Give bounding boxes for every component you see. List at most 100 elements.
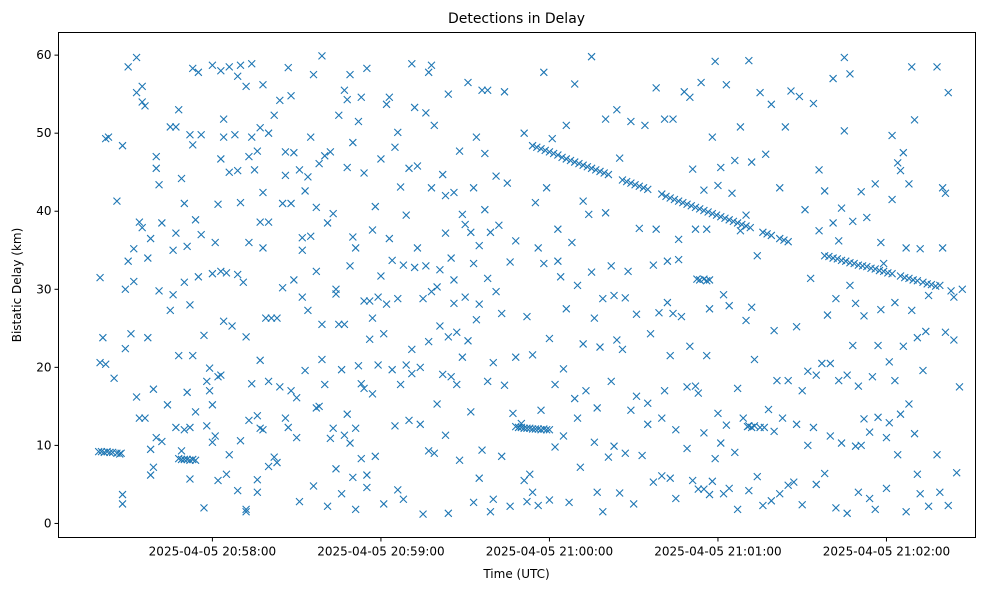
data-point xyxy=(517,419,526,428)
data-point xyxy=(683,382,691,391)
data-point xyxy=(590,438,599,447)
data-point xyxy=(413,244,422,252)
data-point xyxy=(100,448,109,457)
data-point xyxy=(149,385,158,394)
data-point xyxy=(733,505,742,514)
data-point xyxy=(450,276,458,284)
data-point xyxy=(233,270,242,279)
data-point xyxy=(478,446,486,454)
data-point xyxy=(362,64,371,73)
data-point xyxy=(775,489,784,498)
data-point xyxy=(245,416,253,425)
data-point xyxy=(441,229,450,237)
data-point xyxy=(716,212,725,221)
data-point xyxy=(601,208,610,217)
data-point xyxy=(721,214,729,223)
data-point xyxy=(318,320,326,329)
data-point xyxy=(882,433,891,442)
data-point xyxy=(393,294,402,303)
data-point xyxy=(902,244,911,252)
data-point xyxy=(315,159,324,168)
data-point xyxy=(905,274,913,283)
data-point xyxy=(624,267,632,276)
data-point xyxy=(278,283,287,292)
data-point xyxy=(135,218,144,227)
data-point xyxy=(573,281,582,290)
data-point xyxy=(848,341,857,350)
data-point xyxy=(419,510,427,518)
data-point xyxy=(834,376,843,385)
data-point xyxy=(188,64,197,73)
data-point xyxy=(697,78,705,87)
data-point xyxy=(424,68,433,77)
data-point xyxy=(413,162,422,170)
data-point xyxy=(520,129,529,138)
data-point xyxy=(944,501,953,510)
data-point xyxy=(337,489,346,498)
data-point xyxy=(685,93,694,102)
data-point xyxy=(913,333,922,342)
x-axis-ticks: 2025-04-05 20:58:00 2025-04-05 20:59:00 20… xyxy=(149,537,950,559)
data-point xyxy=(183,455,192,464)
data-point xyxy=(944,88,953,97)
data-point xyxy=(106,448,114,457)
data-point xyxy=(542,183,551,192)
data-point xyxy=(281,148,290,156)
data-point xyxy=(753,472,762,481)
data-point xyxy=(938,183,947,192)
data-point xyxy=(506,258,515,266)
data-point xyxy=(253,147,262,156)
data-point xyxy=(694,485,703,493)
data-point xyxy=(641,121,649,130)
data-point xyxy=(469,259,478,268)
data-point xyxy=(320,380,329,389)
data-point xyxy=(444,90,453,99)
data-point xyxy=(626,406,635,415)
data-point xyxy=(539,68,548,77)
data-point xyxy=(289,148,298,157)
data-point xyxy=(264,218,273,227)
data-point xyxy=(865,428,874,437)
data-point xyxy=(742,316,750,325)
data-point xyxy=(712,211,721,220)
data-point xyxy=(452,328,461,337)
data-point xyxy=(601,115,610,124)
data-point xyxy=(424,337,433,346)
data-point xyxy=(416,363,425,372)
data-point xyxy=(896,272,905,280)
data-point xyxy=(789,478,798,486)
data-point xyxy=(711,454,720,463)
data-point xyxy=(186,301,194,309)
data-point xyxy=(278,199,287,208)
data-point xyxy=(593,488,602,497)
data-point xyxy=(704,208,713,216)
data-point xyxy=(832,503,840,512)
data-point xyxy=(377,155,385,163)
data-point xyxy=(714,409,722,418)
data-point xyxy=(576,463,585,472)
data-point xyxy=(815,226,823,235)
data-point xyxy=(666,351,675,360)
data-point xyxy=(604,170,613,179)
data-point xyxy=(753,251,762,260)
data-point xyxy=(899,148,908,157)
data-point xyxy=(941,189,950,198)
data-point xyxy=(259,425,267,434)
data-point xyxy=(407,345,416,354)
data-point xyxy=(379,500,388,508)
data-point xyxy=(902,507,911,516)
data-point xyxy=(478,86,486,95)
plot-area-frame xyxy=(58,32,976,538)
data-point xyxy=(655,308,663,317)
data-point xyxy=(803,441,812,450)
data-point xyxy=(834,237,843,245)
data-point xyxy=(730,156,739,165)
data-point xyxy=(362,471,371,479)
data-point xyxy=(525,470,534,479)
data-point xyxy=(348,233,357,241)
data-point xyxy=(778,414,787,422)
data-point xyxy=(458,210,467,219)
data-point xyxy=(520,424,529,433)
data-point xyxy=(677,312,686,321)
data-point xyxy=(348,138,357,147)
